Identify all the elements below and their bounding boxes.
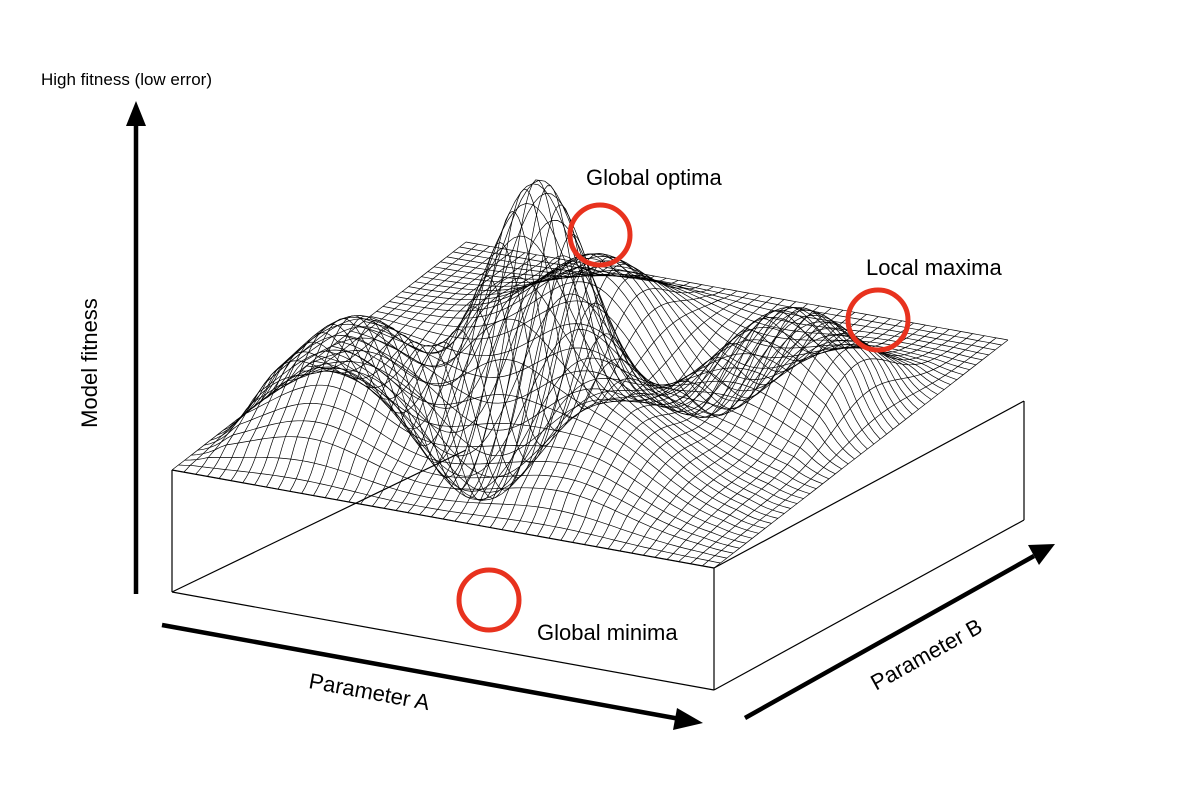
- mesh-line-a: [357, 306, 900, 425]
- global-optima-marker: [567, 202, 633, 268]
- mesh-line-a: [216, 366, 759, 534]
- mesh-line-a: [178, 464, 721, 564]
- mesh-line-b: [242, 254, 537, 483]
- y-axis-arrow: [126, 101, 146, 594]
- mesh-line-b: [336, 262, 632, 502]
- mesh-line-a: [433, 266, 977, 366]
- mesh-line-b: [501, 301, 797, 530]
- mesh-line-b: [466, 204, 761, 524]
- mesh-line-b: [666, 331, 962, 560]
- mesh-line-a: [184, 456, 727, 559]
- mesh-line-b: [289, 263, 584, 492]
- mesh-line-a: [286, 255, 830, 480]
- mesh-line-b: [701, 337, 997, 567]
- x-axis-arrow: [161, 622, 703, 730]
- mesh-line-b: [454, 185, 750, 522]
- mesh-line-b: [513, 303, 808, 532]
- z-axis-arrow: [743, 544, 1055, 720]
- mesh-line-b: [430, 188, 726, 518]
- mesh-line-b: [478, 234, 773, 526]
- mesh-line-b: [690, 335, 985, 564]
- box-frame-rim: [171, 400, 1025, 569]
- mesh-line-b: [678, 333, 973, 562]
- mesh-line-b: [207, 248, 502, 477]
- y-axis-label: Model fitness: [77, 298, 102, 428]
- mesh-line-b: [607, 306, 903, 550]
- mesh-line-b: [230, 252, 526, 481]
- local-maxima-label: Local maxima: [866, 255, 1002, 280]
- mesh-line-b: [372, 253, 667, 507]
- mesh-line-b: [654, 329, 950, 558]
- mesh-line-b: [171, 241, 467, 471]
- mesh-line-b: [643, 321, 938, 556]
- mesh-line-b: [195, 246, 490, 475]
- mesh-line-b: [489, 268, 785, 528]
- mesh-line-b: [254, 256, 549, 486]
- x-axis-label: Parameter A: [307, 668, 432, 715]
- global-optima-label: Global optima: [586, 165, 723, 190]
- mesh-line-b: [419, 210, 714, 515]
- mesh-line-b: [383, 256, 679, 509]
- high-fitness-label: High fitness (low error): [41, 70, 212, 89]
- mesh-line-a: [191, 436, 734, 554]
- mesh-line-b: [548, 309, 844, 539]
- fitness-surface-mesh: [171, 179, 1009, 569]
- mesh-line-b: [442, 179, 738, 520]
- mesh-line-b: [560, 312, 856, 541]
- global-minima-marker: [456, 567, 522, 633]
- z-axis-label: Parameter B: [866, 614, 986, 696]
- local-maxima-marker: [845, 287, 911, 353]
- mesh-line-b: [407, 242, 702, 513]
- mesh-line-b: [595, 310, 891, 547]
- mesh-line-a: [274, 193, 817, 490]
- mesh-line-b: [395, 263, 691, 511]
- mesh-line-b: [713, 339, 1009, 569]
- mesh-line-b: [584, 316, 879, 545]
- global-minima-label: Global minima: [537, 620, 678, 645]
- mesh-line-b: [218, 250, 514, 479]
- box-frame-back: [171, 401, 1025, 691]
- mesh-line-b: [525, 305, 820, 535]
- mesh-line-b: [277, 260, 573, 490]
- mesh-line-b: [301, 265, 596, 494]
- mesh-line-b: [183, 243, 479, 473]
- mesh-line-b: [537, 307, 832, 537]
